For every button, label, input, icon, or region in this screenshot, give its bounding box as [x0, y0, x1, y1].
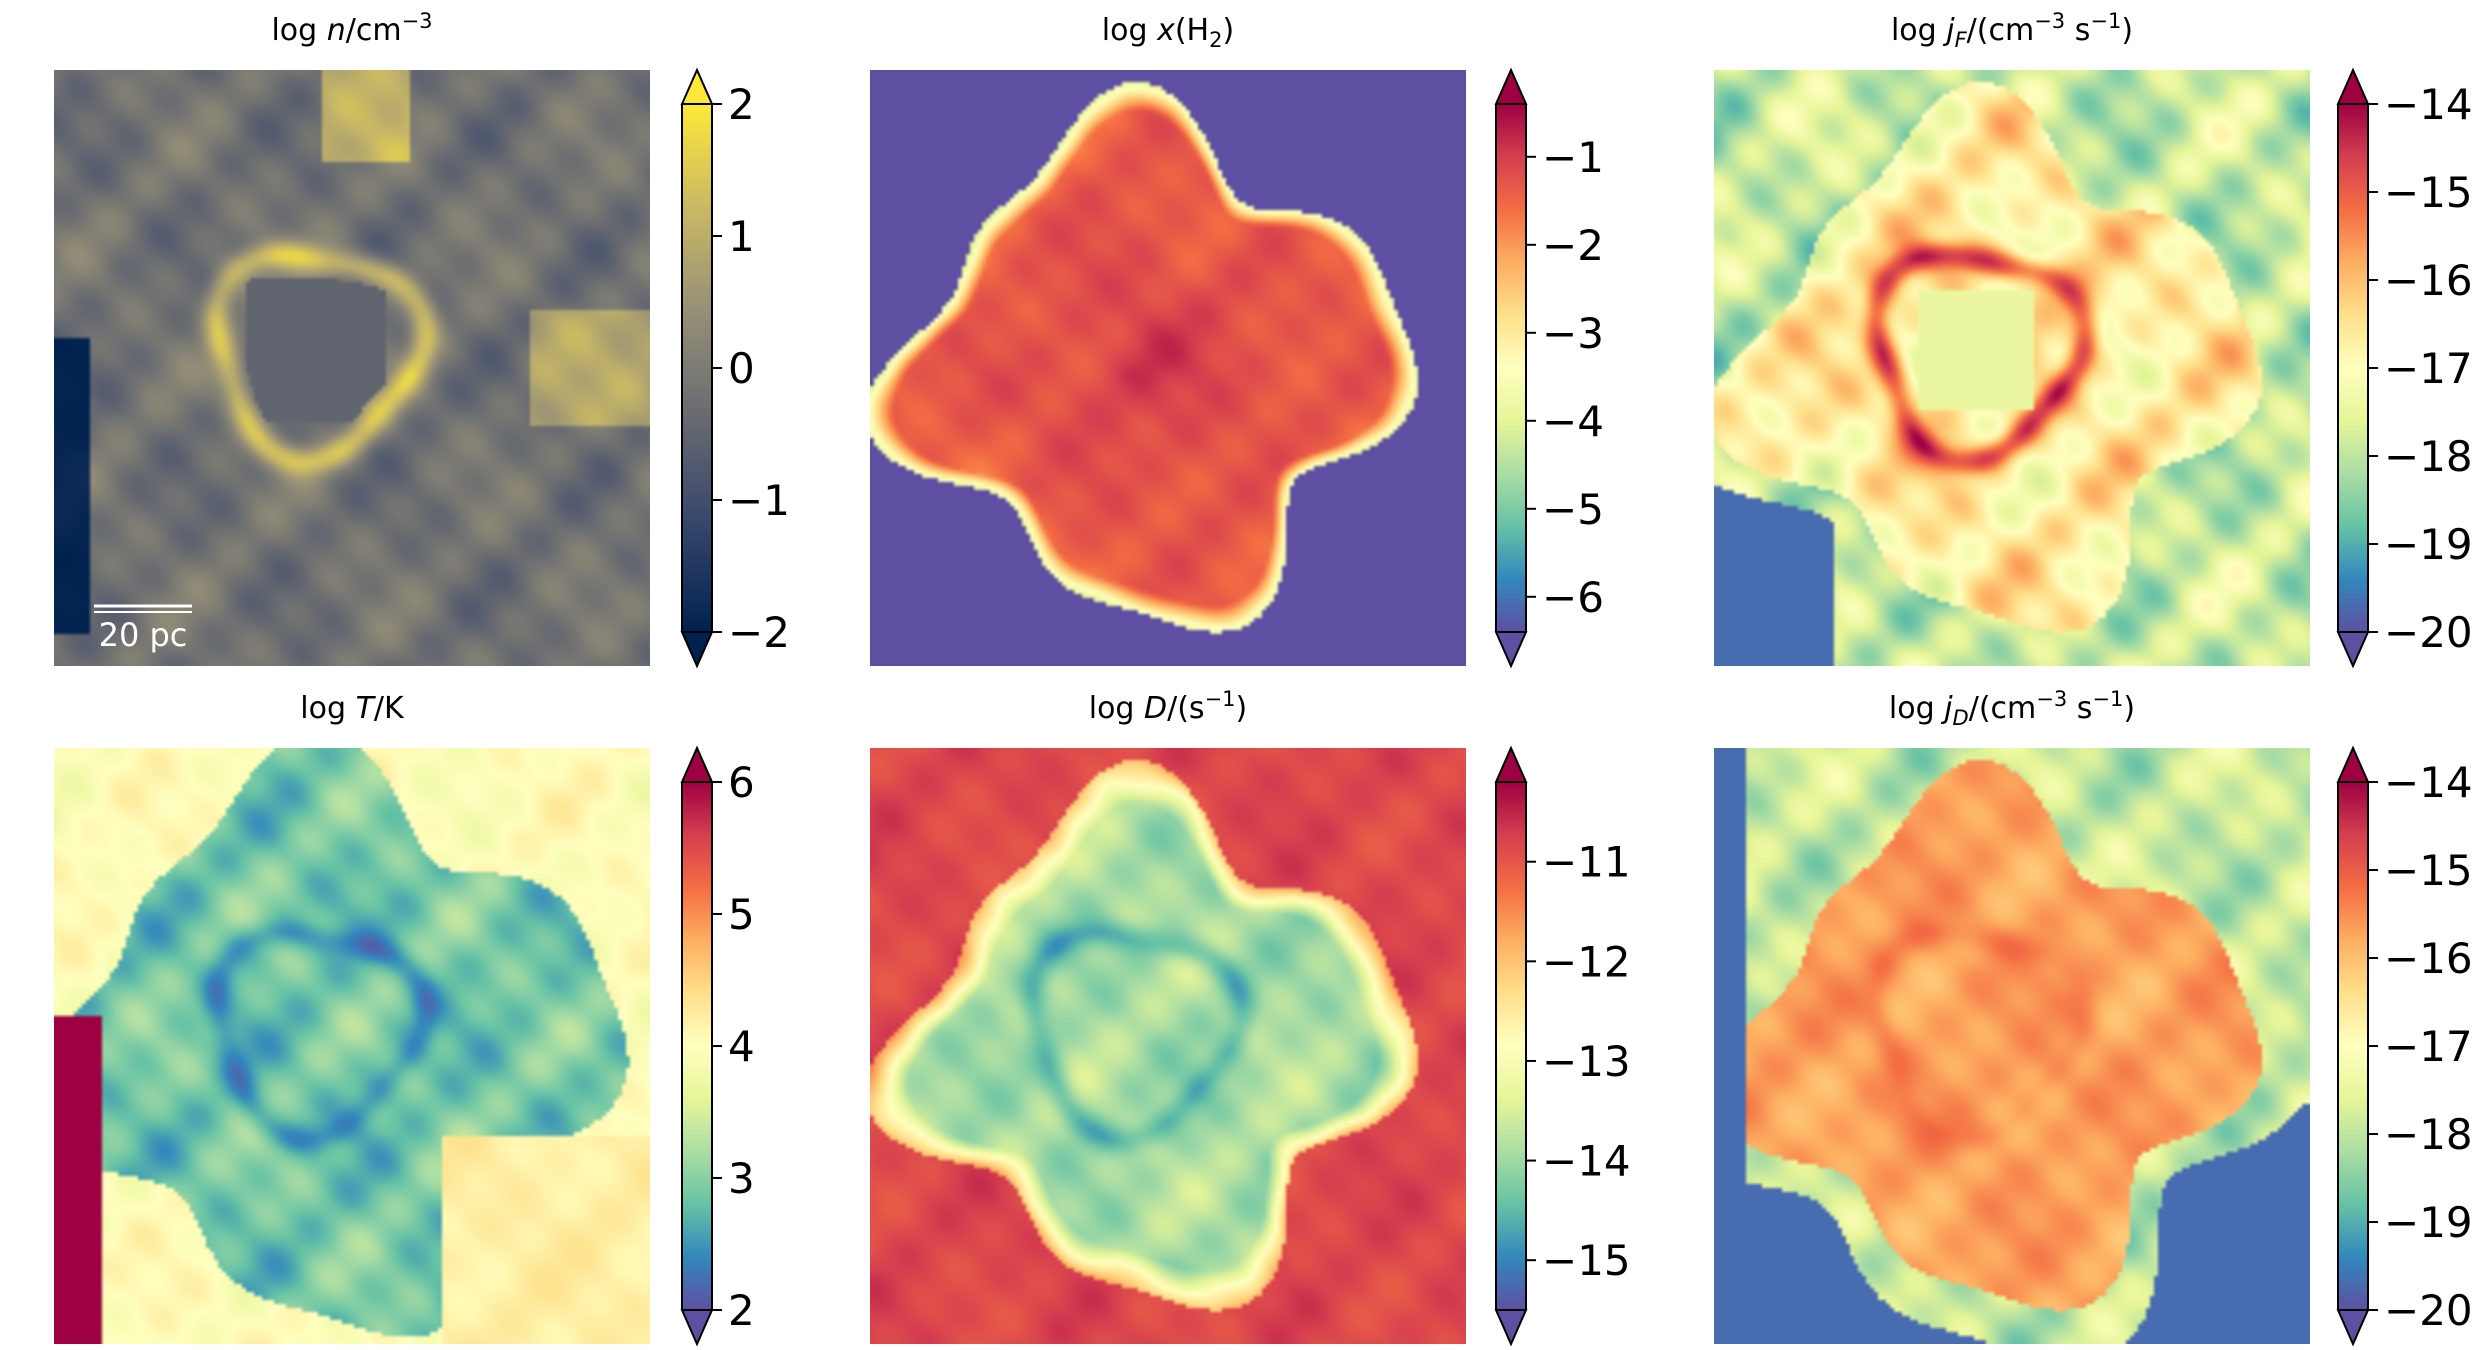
- temperature-colorbar-extend-min: [680, 1309, 714, 1347]
- dissociation-rate-colorbar-extend-max: [1494, 745, 1528, 783]
- h2-fraction-tick-label: −5: [1542, 485, 1604, 534]
- h2-fraction-tick-label: −2: [1542, 221, 1604, 270]
- j-dissociation-image: [1714, 748, 2310, 1344]
- j-dissociation-tick-label: −18: [2384, 1110, 2473, 1159]
- h2-fraction-colorbar-extend-min: [1494, 631, 1528, 669]
- j-formation-colorbar-extend-max: [2336, 67, 2370, 105]
- j-formation-tick-label: −20: [2384, 608, 2473, 657]
- temperature-tick-label: 5: [728, 890, 755, 939]
- j-dissociation-tick-label: −16: [2384, 934, 2473, 983]
- density-title: log n/cm−3: [271, 9, 432, 48]
- dissociation-rate-image: [870, 748, 1466, 1344]
- j-dissociation-tick-label: −15: [2384, 846, 2473, 895]
- j-dissociation-tick-label: −19: [2384, 1198, 2473, 1247]
- h2-fraction-image: [870, 70, 1466, 666]
- j-dissociation-colorbar-extend-max: [2336, 745, 2370, 783]
- temperature-colorbar: 6 5 4 3 2: [680, 745, 755, 1347]
- dissociation-rate-tick-label: −15: [1542, 1236, 1631, 1285]
- j-dissociation-tick-label: −17: [2384, 1022, 2473, 1071]
- dissociation-rate-colorbar-extend-min: [1494, 1309, 1528, 1347]
- j-dissociation-title: log jD/(cm−3 s−1): [1889, 687, 2135, 730]
- h2-fraction-tick-label: −1: [1542, 133, 1604, 182]
- h2-fraction-tick-label: −4: [1542, 397, 1604, 446]
- panel-temperature: log T/K 6 5 4 3 2: [54, 691, 755, 1347]
- h2-fraction-colorbar-extend-max: [1494, 67, 1528, 105]
- j-formation-tick-label: −17: [2384, 344, 2473, 393]
- density-tick-label: 0: [728, 344, 755, 393]
- j-formation-image: [1714, 70, 2310, 666]
- temperature-image: [54, 748, 650, 1344]
- j-formation-tick-label: −16: [2384, 256, 2473, 305]
- h2-fraction-title: log x(H2): [1102, 13, 1234, 52]
- h2-fraction-tick-label: −6: [1542, 573, 1604, 622]
- j-formation-tick-label: −14: [2384, 80, 2473, 129]
- j-dissociation-colorbar: −14 −15 −16 −17 −18 −19 −20: [2336, 745, 2473, 1347]
- j-dissociation-colorbar-extend-min: [2336, 1309, 2370, 1347]
- temperature-colorbar-extend-max: [680, 745, 714, 783]
- j-formation-tick-label: −15: [2384, 168, 2473, 217]
- scale-bar-label: 20 pc: [99, 616, 188, 654]
- temperature-tick-label: 6: [728, 758, 755, 807]
- density-tick-label: −2: [728, 608, 790, 657]
- temperature-tick-label: 3: [728, 1154, 755, 1203]
- temperature-title: log T/K: [300, 691, 405, 726]
- j-formation-tick-label: −18: [2384, 432, 2473, 481]
- dissociation-rate-tick-label: −12: [1542, 937, 1631, 986]
- dissociation-rate-tick-label: −14: [1542, 1137, 1631, 1186]
- density-tick-label: −1: [728, 476, 790, 525]
- density-tick-label: 1: [728, 212, 755, 261]
- density-image: [54, 70, 650, 666]
- j-formation-colorbar: −14 −15 −16 −17 −18 −19 −20: [2336, 67, 2473, 669]
- panel-j-formation: log jF/(cm−3 s−1) −14 −15 −16 −17 −18 −19 −20: [1714, 9, 2473, 669]
- dissociation-rate-colorbar: −11 −12 −13 −14 −15: [1494, 745, 1631, 1347]
- density-colorbar: 2 1 0 −1 −2: [680, 67, 790, 669]
- panel-h2-fraction: log x(H2) −1 −2 −3 −4 −5 −6: [870, 13, 1604, 669]
- j-formation-tick-label: −19: [2384, 520, 2473, 569]
- j-dissociation-tick-label: −14: [2384, 758, 2473, 807]
- dissociation-rate-tick-label: −13: [1542, 1037, 1631, 1086]
- dissociation-rate-tick-label: −11: [1542, 838, 1631, 887]
- j-formation-title: log jF/(cm−3 s−1): [1891, 9, 2133, 52]
- dissociation-rate-title: log D/(s−1): [1089, 687, 1248, 726]
- temperature-tick-label: 2: [728, 1286, 755, 1335]
- panel-dissociation-rate: log D/(s−1) −11 −12 −13 −14 −15: [870, 687, 1631, 1347]
- j-formation-colorbar-extend-min: [2336, 631, 2370, 669]
- panel-j-dissociation: log jD/(cm−3 s−1) −14 −15 −16 −17 −18 −19 −20: [1714, 687, 2473, 1347]
- h2-fraction-colorbar: −1 −2 −3 −4 −5 −6: [1494, 67, 1604, 669]
- panel-density: log n/cm−3 2 1 0 −1 −2 20 pc: [54, 9, 790, 669]
- density-tick-label: 2: [728, 80, 755, 129]
- density-colorbar-extend-max: [680, 67, 714, 105]
- j-dissociation-tick-label: −20: [2384, 1286, 2473, 1335]
- density-colorbar-extend-min: [680, 631, 714, 669]
- scale-bar: 20 pc: [94, 604, 192, 654]
- temperature-tick-label: 4: [728, 1022, 755, 1071]
- h2-fraction-tick-label: −3: [1542, 309, 1604, 358]
